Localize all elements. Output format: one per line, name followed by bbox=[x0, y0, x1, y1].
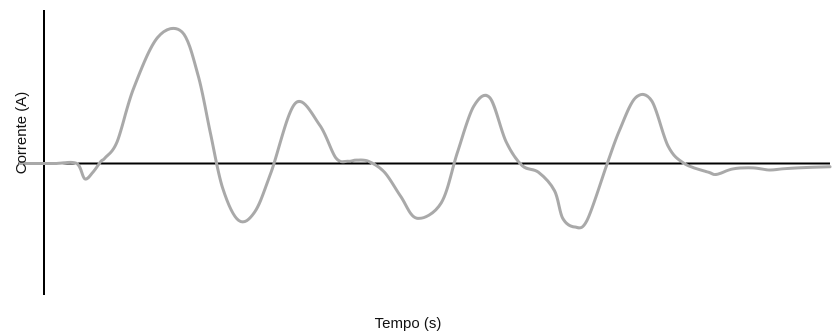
x-axis-label: Tempo (s) bbox=[375, 315, 442, 332]
current-series-line bbox=[18, 26, 832, 230]
series-layer bbox=[18, 26, 832, 230]
y-axis-label: Corrente (A) bbox=[13, 92, 30, 175]
